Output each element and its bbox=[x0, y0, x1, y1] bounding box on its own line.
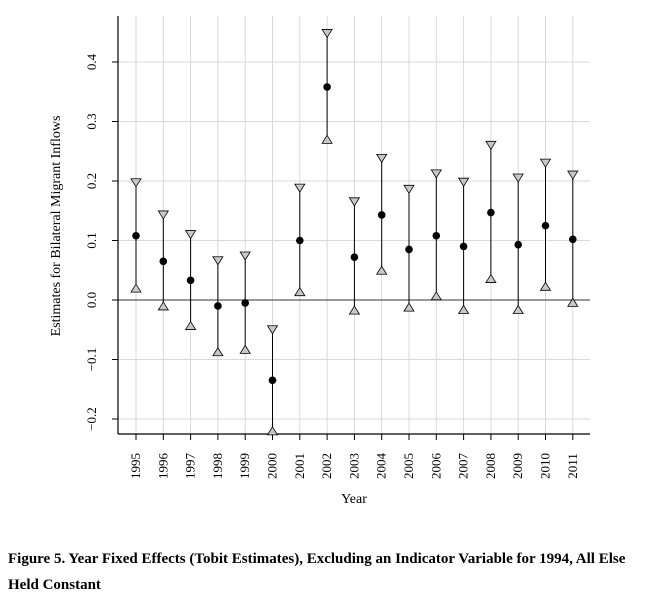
marks-layer bbox=[130, 29, 579, 436]
lower-bound-marker bbox=[157, 301, 170, 311]
upper-bound-marker bbox=[567, 170, 579, 180]
estimate-point bbox=[296, 236, 304, 245]
lower-bound-marker bbox=[375, 265, 388, 275]
y-tick-label: 0.1 bbox=[84, 232, 99, 248]
upper-bound-marker bbox=[130, 178, 142, 188]
y-tick-label: 0.0 bbox=[84, 292, 99, 308]
estimate-point bbox=[432, 231, 441, 240]
estimate-point bbox=[186, 276, 195, 285]
lower-bound-marker bbox=[539, 281, 552, 291]
estimate-point bbox=[350, 253, 359, 261]
lower-bound-marker bbox=[457, 304, 470, 314]
estimate-point bbox=[159, 257, 168, 266]
x-tick-label: 2011 bbox=[565, 453, 580, 479]
lower-bound-marker bbox=[485, 273, 497, 283]
x-tick-label: 1997 bbox=[183, 453, 198, 480]
x-tick-label: 1996 bbox=[155, 453, 170, 480]
x-tick-label: 2007 bbox=[456, 453, 471, 480]
lower-bound-marker bbox=[130, 283, 142, 293]
y-tick-label: −0.1 bbox=[84, 348, 99, 372]
estimate-point bbox=[241, 299, 249, 307]
x-tick-label: 2010 bbox=[538, 453, 553, 479]
x-tick-label: 2002 bbox=[319, 453, 334, 479]
estimate-point bbox=[132, 231, 140, 240]
y-tick-label: −0.2 bbox=[84, 407, 99, 431]
lower-bound-marker bbox=[512, 304, 524, 314]
x-tick-label: 1999 bbox=[237, 453, 252, 479]
x-tick-label: 2001 bbox=[292, 453, 307, 479]
upper-bound-marker bbox=[430, 169, 443, 179]
x-tick-label: 2004 bbox=[374, 453, 389, 480]
y-tick-label: 0.2 bbox=[84, 173, 99, 189]
upper-bound-marker bbox=[512, 173, 524, 183]
upper-bound-marker bbox=[294, 183, 306, 193]
lower-bound-marker bbox=[239, 344, 251, 354]
upper-bound-marker bbox=[239, 251, 251, 261]
axis-layer: −0.2 −0.1 0.0 0.1 0.2 0.3 0.4 1995 1996 1997 1998 1… bbox=[84, 16, 590, 479]
upper-bound-marker bbox=[184, 230, 197, 240]
x-tick-label: 1998 bbox=[210, 453, 225, 479]
upper-bound-marker bbox=[321, 29, 333, 39]
estimate-point bbox=[459, 242, 468, 251]
x-tick-label: 2003 bbox=[346, 453, 361, 479]
estimate-point bbox=[569, 235, 577, 244]
estimate-point bbox=[405, 245, 413, 254]
figure-caption: Figure 5. Year Fixed Effects (Tobit Esti… bbox=[8, 551, 626, 593]
upper-bound-marker bbox=[485, 140, 497, 151]
x-tick-label: 2008 bbox=[483, 453, 498, 479]
lower-bound-marker bbox=[321, 134, 333, 144]
upper-bound-marker bbox=[539, 158, 552, 168]
estimate-point bbox=[487, 208, 495, 217]
lower-bound-marker bbox=[403, 302, 415, 312]
y-axis-label: Estimates for Bilateral Migrant Inflows bbox=[49, 116, 64, 337]
upper-bound-marker bbox=[157, 210, 170, 220]
estimate-point bbox=[377, 211, 386, 219]
estimate-point bbox=[514, 240, 522, 249]
lower-bound-marker bbox=[266, 426, 279, 436]
x-tick-label: 2006 bbox=[428, 453, 443, 480]
estimate-point bbox=[541, 221, 550, 230]
chart: −0.2 −0.1 0.0 0.1 0.2 0.3 0.4 1995 1996 1997 1998 1… bbox=[49, 16, 590, 507]
upper-bound-marker bbox=[375, 153, 388, 164]
lower-bound-marker bbox=[430, 291, 443, 301]
upper-bound-marker bbox=[212, 256, 224, 266]
upper-bound-marker bbox=[403, 184, 415, 195]
upper-bound-marker bbox=[348, 197, 361, 207]
lower-bound-marker bbox=[184, 320, 197, 330]
x-tick-label: 2009 bbox=[510, 453, 525, 479]
lower-bound-marker bbox=[212, 347, 224, 357]
x-axis-label: Year bbox=[341, 492, 367, 507]
y-tick-label: 0.4 bbox=[84, 53, 99, 70]
lower-bound-marker bbox=[294, 286, 306, 297]
estimate-point bbox=[214, 302, 222, 310]
x-tick-label: 2000 bbox=[265, 453, 280, 479]
x-tick-label: 1995 bbox=[128, 453, 143, 479]
upper-bound-marker bbox=[266, 325, 279, 335]
estimate-point bbox=[323, 83, 331, 91]
lower-bound-marker bbox=[348, 305, 361, 315]
lower-bound-marker bbox=[567, 297, 579, 307]
x-tick-label: 2005 bbox=[401, 453, 416, 479]
upper-bound-marker bbox=[457, 177, 470, 187]
estimate-point bbox=[268, 376, 277, 385]
y-tick-label: 0.3 bbox=[84, 113, 99, 129]
